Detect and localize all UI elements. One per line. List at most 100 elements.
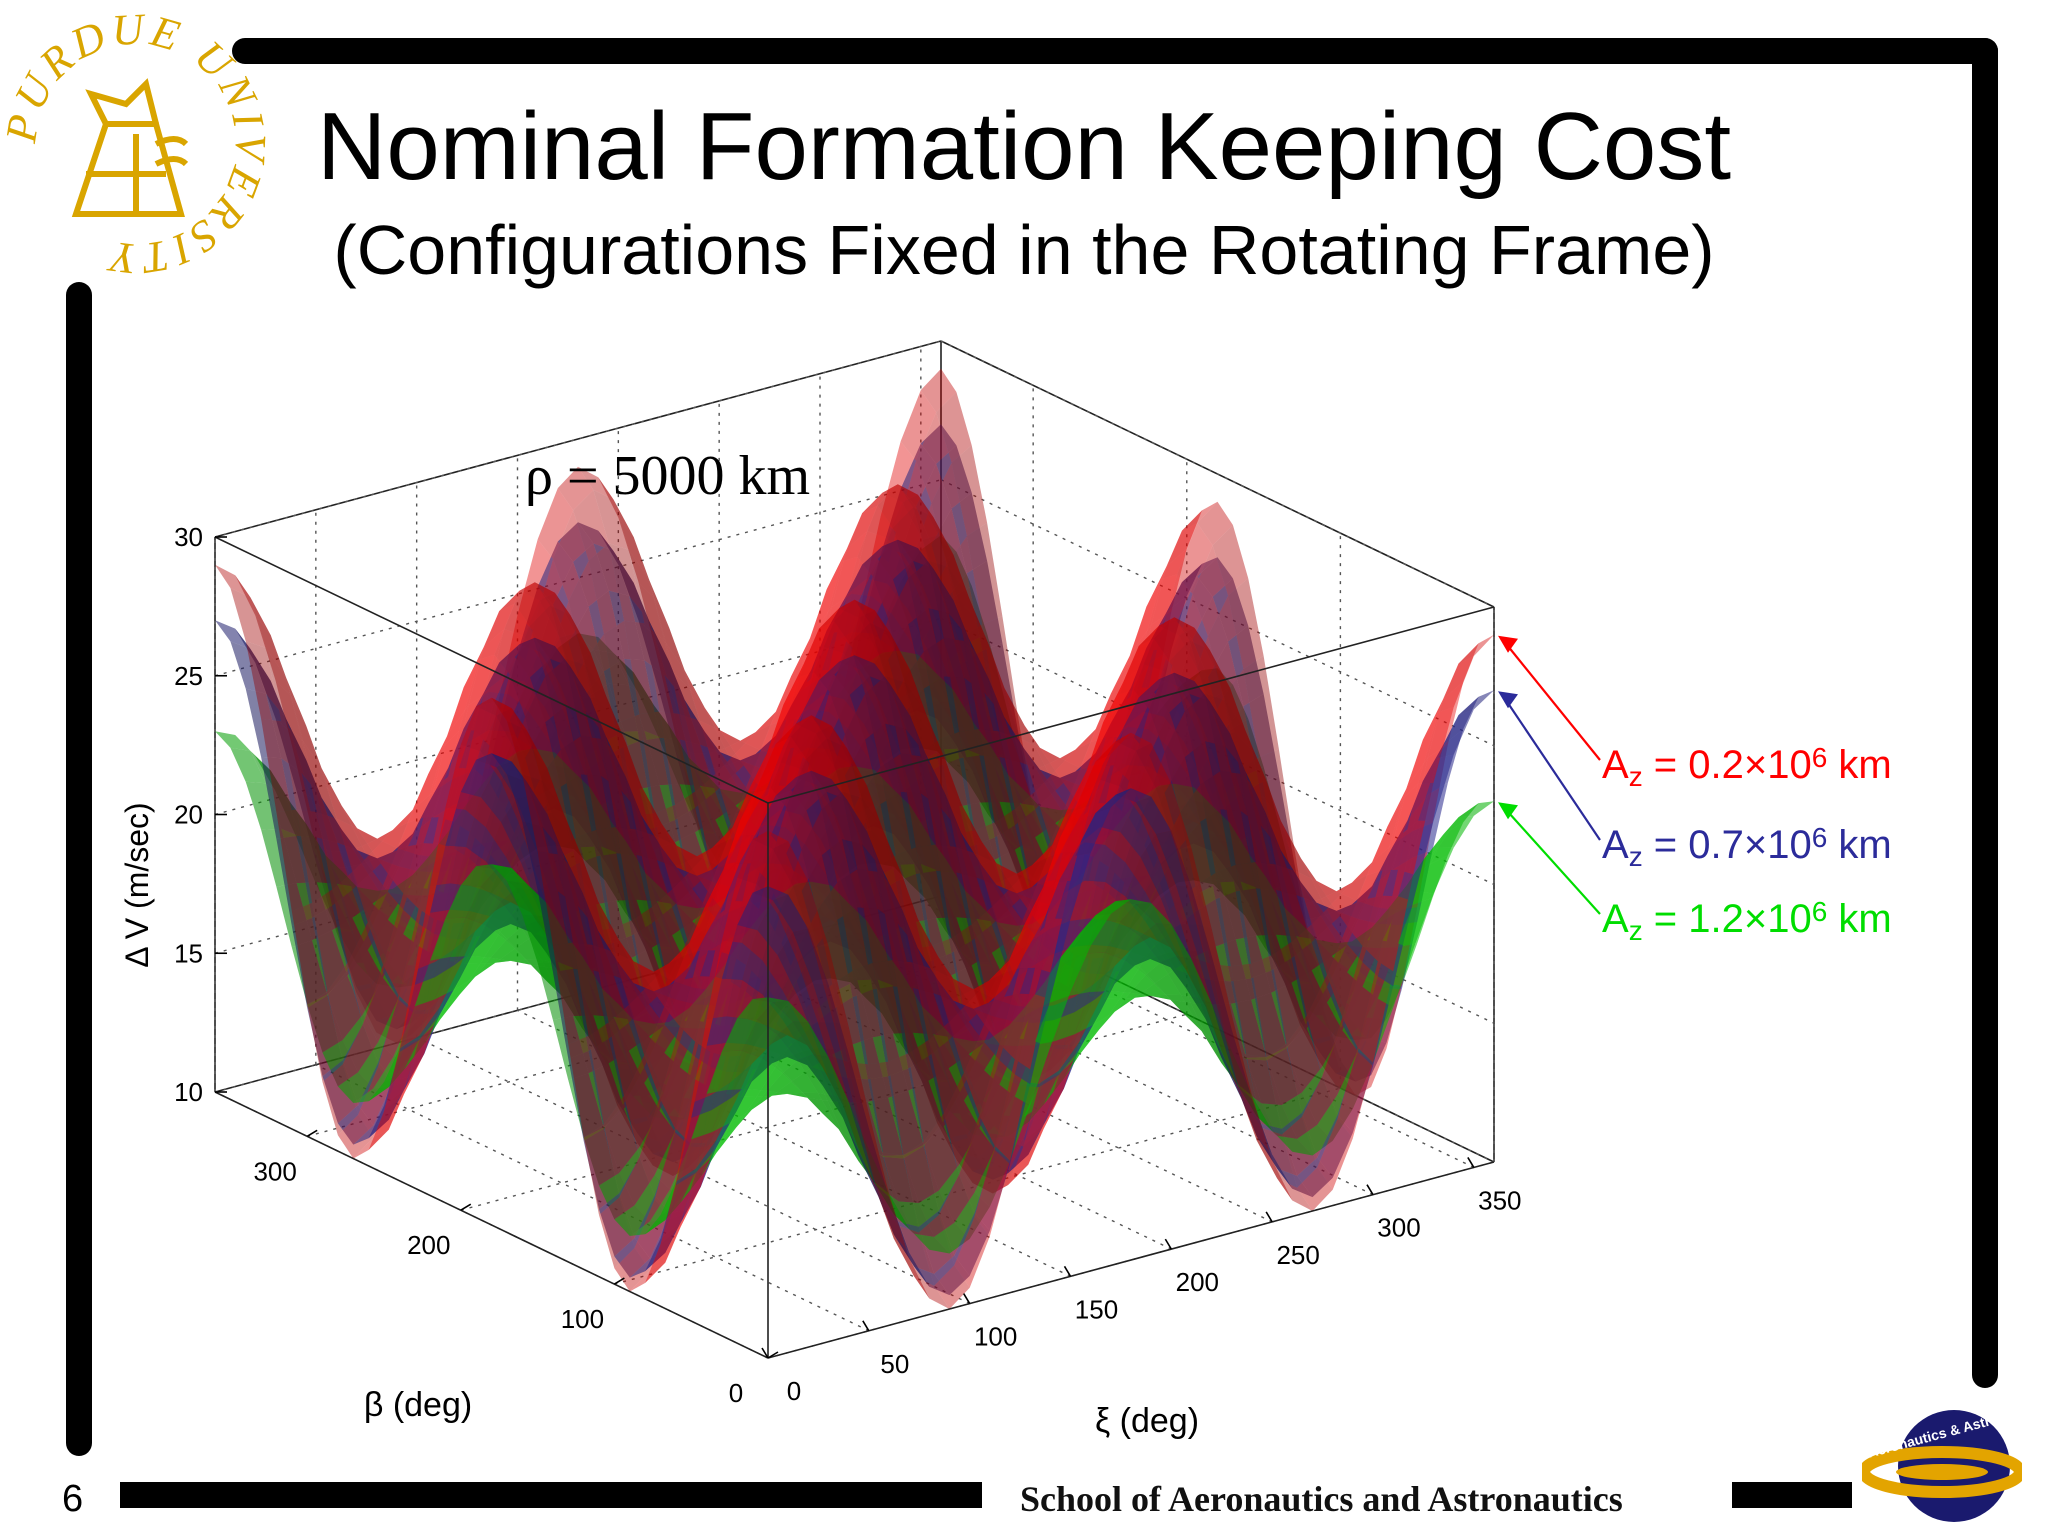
surface-patch-0 — [1322, 1017, 1358, 1119]
surface-patch-0 — [817, 882, 853, 985]
surface-patch-1 — [735, 748, 771, 794]
surface-patch-0 — [689, 866, 725, 943]
surface-patch-0 — [914, 1276, 950, 1309]
surface-patch-2 — [1176, 956, 1212, 1004]
surface-patch-2 — [762, 1034, 798, 1074]
surface-patch-2 — [475, 957, 511, 977]
surface-patch-0 — [823, 608, 860, 654]
surface-patch-0 — [1342, 945, 1378, 1048]
surface-patch-1 — [1047, 815, 1083, 882]
surface-patch-0 — [1382, 783, 1419, 871]
x-tick-label: 0 — [787, 1376, 801, 1406]
surface-patch-0 — [489, 674, 526, 776]
legend-text-part: z — [1629, 761, 1643, 792]
surface-patch-0 — [956, 847, 992, 925]
surface-patch-0 — [903, 651, 939, 754]
surface-patch-1 — [1084, 827, 1121, 882]
surface-patch-1 — [951, 492, 988, 574]
x-tick-label: 200 — [1176, 1267, 1219, 1297]
surface-patch-1 — [621, 790, 657, 860]
surface-patch-1 — [480, 767, 517, 823]
surface-patch-1 — [672, 888, 708, 952]
surface-patch-1 — [811, 770, 847, 800]
surface-patch-1 — [837, 907, 873, 998]
surface-patch-1 — [1192, 596, 1229, 678]
surface-patch-0 — [1087, 681, 1124, 769]
surface-patch-1 — [568, 606, 604, 697]
surface-patch-0 — [570, 615, 606, 696]
surface-patch-1 — [357, 850, 393, 872]
surface-patch-0 — [933, 517, 969, 598]
legend-text-part: A — [1602, 897, 1629, 941]
surface-patch-1 — [1402, 757, 1439, 834]
surface-patch-1 — [925, 753, 962, 833]
surface-patch-2 — [1115, 899, 1152, 905]
surface-patch-0 — [892, 507, 929, 579]
surface-patch-0 — [1090, 666, 1127, 743]
surface-patch-0 — [568, 1035, 604, 1138]
surface-patch-2 — [797, 1054, 834, 1096]
x-tick-label: 50 — [880, 1349, 909, 1379]
surface-patch-1 — [509, 677, 546, 758]
surface-patch-0 — [795, 715, 832, 734]
surface-patch-1 — [699, 744, 736, 792]
surface-patch-0 — [897, 889, 934, 970]
surface-patch-1 — [1251, 970, 1287, 1061]
surface-patch-0 — [1200, 771, 1236, 873]
surface-patch-2 — [505, 927, 542, 960]
surface-patch-1 — [649, 979, 685, 1025]
surface-patch-1 — [928, 608, 964, 678]
surface-patch-1 — [797, 983, 834, 1049]
surface-patch-1 — [1039, 769, 1076, 791]
surface-patch-1 — [1012, 881, 1048, 927]
surface-patch-0 — [1196, 924, 1232, 1015]
surface-patch-0 — [1072, 740, 1108, 828]
surface-patch-1 — [245, 688, 282, 759]
surface-patch-0 — [1113, 689, 1150, 781]
surface-patch-2 — [746, 1058, 783, 1091]
surface-patch-1 — [585, 711, 622, 791]
surface-patch-1 — [1331, 898, 1368, 945]
surface-patch-0 — [250, 597, 287, 678]
surface-patch-1 — [1367, 833, 1403, 899]
surface-patch-1 — [1156, 830, 1192, 887]
surface-patch-1 — [676, 867, 713, 889]
surface-patch-0 — [357, 828, 393, 852]
surface-patch-0 — [659, 711, 696, 805]
surface-patch-0 — [562, 810, 599, 902]
surface-patch-0 — [593, 945, 629, 1023]
surface-patch-0 — [539, 592, 576, 638]
surface-patch-1 — [1225, 746, 1261, 826]
surface-patch-1 — [522, 821, 558, 892]
surface-patch-1 — [1135, 796, 1172, 835]
surface-patch-1 — [916, 463, 952, 545]
surface-patch-1 — [1196, 950, 1232, 1030]
surface-patch-0 — [900, 390, 937, 461]
surface-patch-0 — [595, 697, 631, 789]
surface-patch-2 — [777, 1021, 814, 1061]
surface-patch-1 — [550, 658, 586, 712]
surface-patch-1 — [961, 832, 997, 886]
surfaces — [215, 368, 1494, 1309]
surface-patch-0 — [618, 517, 654, 598]
surface-patch-2 — [1277, 1135, 1313, 1156]
grid-line — [517, 1009, 1071, 1277]
surface-patch-0 — [1172, 593, 1208, 696]
surface-patch-0 — [537, 488, 574, 559]
surface-patch-1 — [679, 976, 716, 1057]
surface-patch-1 — [408, 780, 444, 847]
surface-patch-0 — [362, 964, 399, 1067]
surface-patch-2 — [490, 940, 527, 961]
surface-patch-0 — [628, 549, 665, 641]
surface-patch-2 — [1105, 921, 1141, 961]
surface-patch-0 — [593, 490, 629, 550]
surface-patch-1 — [460, 759, 497, 798]
surface-patch-1 — [695, 791, 731, 873]
surface-patch-2 — [337, 1072, 374, 1103]
surface-patch-1 — [771, 682, 807, 749]
surface-patch-1 — [813, 983, 849, 1054]
surface-patch-0 — [755, 736, 792, 793]
surface-patch-1 — [976, 877, 1012, 925]
surface-patch-0 — [636, 829, 673, 907]
x-tick-label: 350 — [1478, 1185, 1521, 1215]
